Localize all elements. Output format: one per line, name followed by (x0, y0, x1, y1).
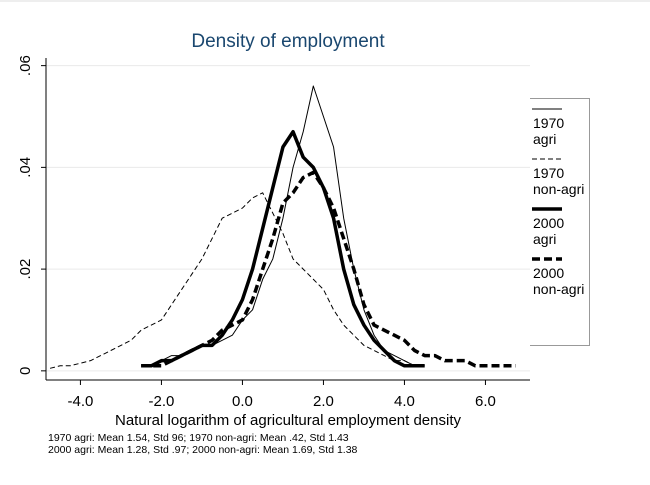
legend-swatch (532, 108, 562, 110)
series-line (49, 192, 425, 369)
legend-label: 2000 agri (533, 215, 565, 247)
legend-label: 1970 non-agri (533, 165, 585, 197)
y-tick-label: .02 (17, 259, 34, 280)
x-axis-title: Natural logarithm of agricultural employ… (115, 412, 461, 429)
x-tick-label: -4.0 (67, 393, 93, 410)
legend-label: 2000 non-agri (533, 265, 585, 297)
x-tick-label: 4.0 (394, 393, 415, 410)
legend-item: 1970 agri (532, 103, 587, 147)
y-tick-label: 0 (17, 367, 34, 375)
legend-swatch (532, 207, 562, 211)
note: 1970 agri: Mean 1.54, Std 96; 1970 non-a… (48, 432, 349, 444)
series-line (141, 170, 516, 368)
y-tick-label: .06 (17, 55, 34, 76)
series-line (141, 85, 425, 367)
legend: 1970 agri 1970 non-agri 2000 agri 2000 non-… (530, 98, 590, 346)
note: 2000 agri: Mean 1.28, Std .97; 2000 non-… (48, 444, 358, 456)
legend-item: 2000 non-agri (532, 253, 587, 297)
legend-swatch (532, 158, 562, 160)
legend-item: 1970 non-agri (532, 153, 587, 197)
y-tick-label: .04 (17, 157, 34, 178)
legend-label: 1970 agri (533, 115, 565, 147)
x-tick-label: 0.0 (232, 393, 253, 410)
chart-title: Density of employment (191, 31, 385, 52)
x-tick-label: 2.0 (313, 393, 334, 410)
legend-item: 2000 agri (532, 203, 587, 247)
x-tick-label: -2.0 (149, 393, 175, 410)
legend-swatch (532, 257, 562, 261)
x-tick-label: 6.0 (475, 393, 496, 410)
